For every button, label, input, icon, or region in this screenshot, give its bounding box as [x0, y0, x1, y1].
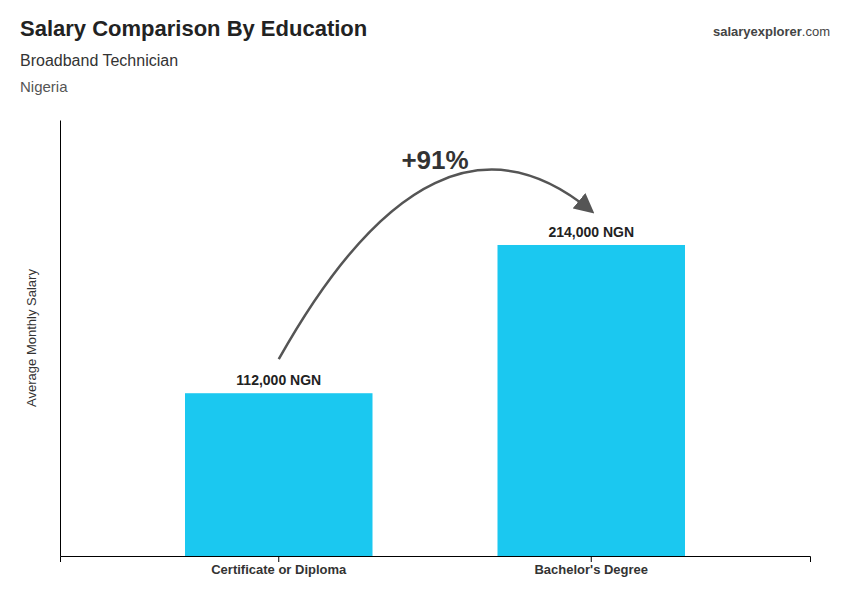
chart: Salary Comparison By Education Broadband … [0, 0, 850, 606]
x-tick-label: Certificate or Diploma [211, 562, 347, 577]
site-name: salaryexplorer.com [713, 24, 830, 39]
y-axis-line [60, 121, 61, 557]
title: Salary Comparison By Education [20, 16, 367, 41]
x-tick-mark [278, 556, 279, 562]
bars [185, 245, 685, 556]
change-arrow [279, 170, 592, 360]
site-part: salary [713, 24, 751, 39]
y-axis [60, 121, 61, 557]
x-axis: Certificate or Diploma Bachelor's Degree [61, 556, 811, 577]
plot: Certificate or Diploma Bachelor's Degree A… [24, 121, 811, 578]
annotation-country: Nigeria [20, 78, 68, 95]
x-tick-label: Bachelor's Degree [534, 562, 648, 577]
x-tick: Certificate or Diploma [211, 556, 347, 577]
y-axis-label: Average Monthly Salary [24, 269, 39, 407]
x-axis-line [61, 557, 811, 563]
site-part: explorer [751, 24, 802, 39]
change-label: +91% [401, 145, 468, 175]
x-tick-mark [591, 556, 592, 562]
data-label: 214,000 NGN [548, 224, 634, 240]
bar [185, 393, 373, 556]
x-tick: Bachelor's Degree [534, 556, 648, 577]
site-part: .com [802, 24, 830, 39]
data-labels: 112,000 NGN 214,000 NGN [236, 224, 634, 388]
subtitle: Broadband Technician [20, 52, 178, 69]
data-label: 112,000 NGN [236, 372, 321, 388]
bar [498, 245, 686, 556]
